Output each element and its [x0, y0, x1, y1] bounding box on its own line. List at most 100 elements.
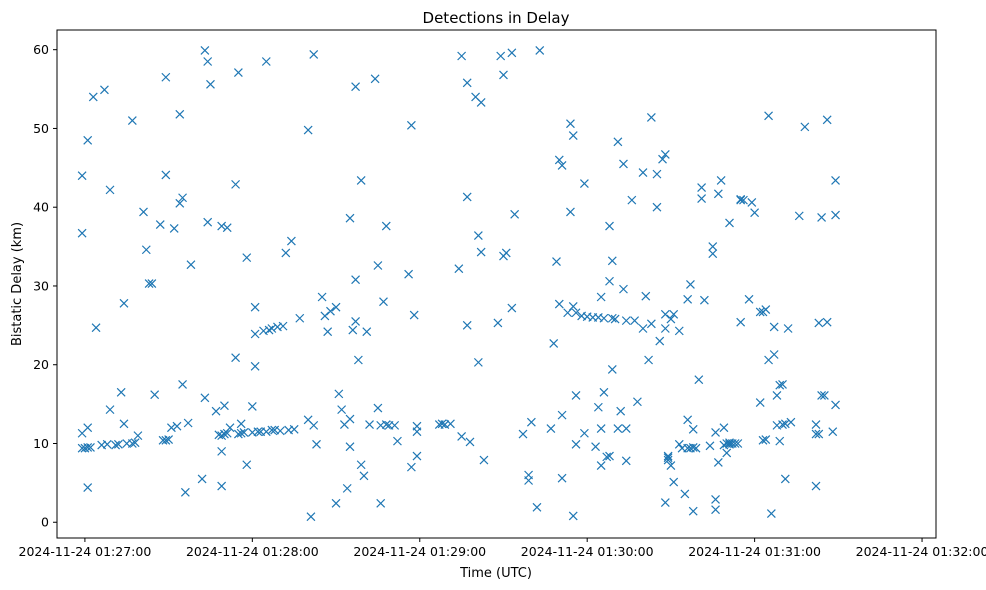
data-point-106	[331, 302, 341, 312]
data-point-310	[811, 481, 821, 491]
data-point-317	[819, 391, 829, 400]
data-point-196	[591, 442, 600, 452]
data-point-89	[275, 426, 285, 436]
data-point-255	[688, 443, 698, 452]
data-point-20	[119, 298, 129, 308]
data-point-26	[133, 431, 143, 441]
y-tick-label-0: 0	[41, 515, 49, 530]
data-point-225	[641, 291, 651, 301]
data-point-185	[568, 131, 578, 140]
data-point-269	[716, 176, 726, 185]
data-point-292	[761, 305, 771, 315]
data-point-149	[457, 431, 467, 441]
data-point-5	[83, 443, 93, 452]
y-axis-label: Bistatic Delay (km)	[10, 222, 25, 346]
data-point-102	[317, 292, 327, 302]
data-point-62	[222, 223, 232, 233]
data-point-115	[348, 325, 358, 335]
data-point-174	[546, 424, 556, 433]
data-point-190	[571, 308, 581, 318]
data-point-243	[669, 477, 679, 487]
data-point-318	[822, 317, 832, 327]
data-point-197	[593, 402, 603, 412]
data-point-74	[247, 402, 257, 411]
data-point-322	[831, 400, 840, 410]
data-point-188	[571, 439, 581, 449]
x-axis-label: Time (UTC)	[459, 566, 532, 581]
data-point-228	[646, 112, 656, 122]
data-point-164	[501, 248, 511, 258]
data-point-15	[105, 185, 115, 195]
data-point-84	[264, 325, 274, 335]
data-point-285	[747, 198, 757, 207]
data-point-301	[775, 380, 785, 390]
data-point-265	[711, 494, 720, 504]
data-point-83	[261, 427, 271, 437]
data-point-302	[778, 379, 787, 389]
data-point-142	[412, 421, 422, 431]
data-point-101	[312, 439, 321, 449]
data-point-229	[652, 169, 662, 179]
data-point-67	[233, 429, 243, 439]
data-point-257	[694, 375, 704, 385]
data-point-30	[147, 279, 157, 289]
data-point-159	[479, 455, 489, 465]
data-point-91	[281, 248, 291, 258]
data-point-37	[164, 435, 174, 444]
data-point-104	[323, 327, 333, 337]
data-point-274	[725, 218, 734, 228]
data-point-66	[231, 179, 241, 189]
data-point-78	[250, 302, 260, 312]
data-point-168	[518, 429, 528, 439]
data-point-221	[630, 316, 640, 326]
data-point-118	[351, 82, 361, 92]
data-point-158	[476, 98, 486, 107]
data-point-222	[632, 397, 642, 407]
data-point-134	[390, 420, 400, 430]
data-point-179	[557, 161, 567, 170]
data-point-180	[557, 410, 567, 420]
x-axis-ticks: 2024-11-24 01:27:00 2024-11-24 01:28:00 20…	[19, 538, 986, 559]
data-point-113	[345, 414, 355, 424]
data-point-129	[376, 498, 386, 508]
data-point-108	[334, 389, 344, 399]
data-point-156	[473, 357, 483, 367]
data-point-160	[493, 318, 503, 328]
data-point-208	[607, 365, 617, 374]
data-point-209	[607, 313, 617, 323]
chart-title: Detections in Delay	[423, 9, 570, 27]
data-point-287	[755, 398, 765, 407]
data-point-85	[267, 425, 277, 435]
data-point-282	[736, 317, 746, 327]
data-point-254	[688, 506, 698, 516]
data-point-200	[596, 424, 606, 433]
data-point-173	[535, 46, 545, 55]
data-point-312	[811, 420, 821, 430]
data-point-259	[697, 194, 707, 203]
data-point-11	[91, 323, 101, 333]
data-point-319	[822, 115, 832, 125]
data-point-65	[231, 353, 241, 363]
data-point-86	[267, 324, 277, 333]
data-point-213	[613, 424, 623, 433]
data-point-210	[607, 256, 617, 266]
data-point-117	[351, 275, 361, 285]
data-point-240	[666, 461, 676, 470]
data-point-96	[303, 125, 313, 135]
data-point-28	[141, 245, 151, 255]
data-point-211	[610, 314, 620, 324]
data-point-258	[697, 183, 707, 192]
data-point-119	[353, 355, 363, 365]
data-point-242	[669, 309, 679, 319]
data-point-58	[217, 446, 227, 456]
data-point-165	[507, 303, 517, 313]
data-point-116	[351, 316, 361, 326]
data-point-220	[627, 195, 637, 205]
data-point-105	[326, 306, 335, 316]
data-point-72	[242, 460, 252, 470]
data-point-245	[674, 439, 684, 449]
data-point-256	[691, 443, 701, 453]
data-point-100	[309, 420, 319, 430]
y-tick-label-5: 50	[33, 121, 49, 136]
data-point-305	[780, 474, 790, 484]
